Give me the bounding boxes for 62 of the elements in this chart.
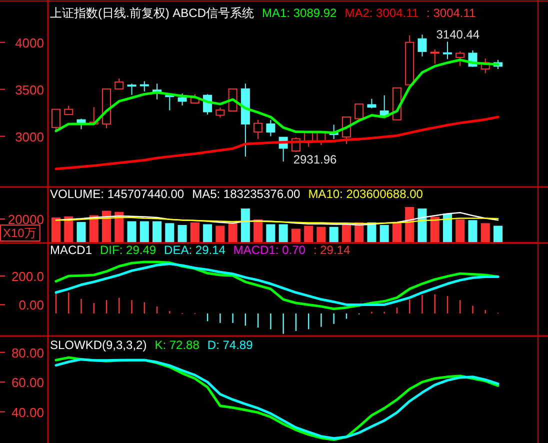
y-tick-label: 60.00: [11, 375, 44, 390]
bar: [430, 216, 440, 243]
bar: [127, 221, 136, 243]
bar: [405, 207, 414, 243]
text: X10万: [3, 226, 36, 240]
bar: [89, 215, 98, 243]
y-tick-label: 40.00: [11, 404, 44, 420]
series-label: MA5: 183235376.00: [192, 187, 301, 201]
bar: [152, 221, 162, 243]
bar: [304, 226, 314, 243]
bar: [266, 224, 276, 243]
text: MA1: 3089.92: [262, 6, 338, 20]
y-tick-label: 4000: [15, 35, 44, 50]
chart-title: MACD1: [50, 243, 92, 257]
bar: [468, 220, 478, 243]
y-tick-label: 3000: [15, 129, 44, 144]
bar: [494, 226, 502, 243]
text: MA2: 3004.11: [344, 6, 419, 20]
chart-title: VOLUME: 145707440.00: [50, 187, 184, 201]
bar: [228, 223, 238, 243]
bar: [316, 226, 326, 243]
bar: [392, 223, 402, 243]
bar: [342, 224, 351, 243]
bar: [190, 222, 200, 243]
text: D: 74.89: [207, 338, 254, 352]
bar: [203, 224, 212, 243]
y-tick-label: 3500: [15, 82, 44, 98]
bar: [216, 226, 225, 243]
bar: [76, 222, 86, 243]
annotation: 3140.44: [436, 28, 480, 42]
bar: [254, 219, 263, 243]
bar: [240, 208, 250, 243]
chart-title: SLOWKD(9,3,3,2): [50, 338, 147, 352]
bar: [480, 223, 490, 243]
bar: [329, 226, 338, 243]
line-series: [54, 116, 500, 170]
bar: [114, 212, 124, 243]
bar: [278, 224, 288, 243]
text: 20000: [8, 212, 44, 227]
bar: [456, 219, 465, 243]
series-label: DEA: 29.14: [164, 243, 226, 257]
bar: [442, 214, 452, 243]
chart-title: 上证指数(日线.前复权) ABCD信号系统: [50, 6, 254, 20]
bar: [165, 223, 174, 243]
bar: [380, 225, 389, 243]
bar: [140, 221, 149, 243]
series-label: DIF: 29.49: [100, 243, 156, 257]
series-label: MA10: 203600688.00: [308, 187, 424, 201]
bar: [64, 216, 74, 243]
bar: [418, 208, 427, 243]
bar: [291, 228, 300, 243]
y-tick-label: 200.0: [11, 269, 44, 284]
bar: [52, 218, 60, 243]
annotation: 2931.96: [293, 152, 338, 167]
y-tick-label: 0.00: [18, 298, 44, 313]
bar: [178, 225, 187, 243]
annotation: : 3004.11: [426, 6, 476, 20]
bar: [102, 210, 112, 243]
annotation: : 29.14: [313, 243, 350, 257]
y-tick-label: 80.00: [11, 345, 44, 360]
series-label: K: 72.88: [154, 338, 200, 352]
annotation: MACD1: 0.70: [233, 243, 306, 257]
